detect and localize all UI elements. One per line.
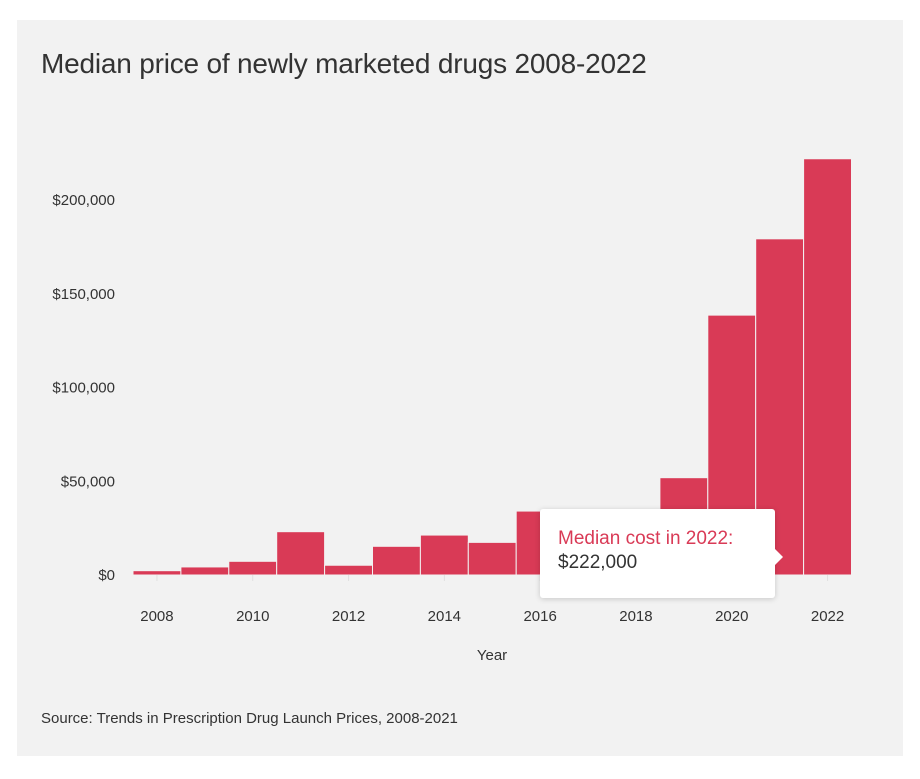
bar-2013[interactable]	[372, 545, 421, 576]
x-tick-label: 2016	[523, 608, 556, 625]
y-tick-label: $100,000	[52, 380, 115, 397]
x-tick-label: 2018	[619, 608, 652, 625]
x-axis: 2008 2010 2012 2014 2016 2018 2020 2022	[140, 575, 844, 625]
y-axis: $0 $50,000 $100,000 $150,000 $200,000	[52, 192, 115, 584]
x-tick-label: 2008	[140, 608, 173, 625]
tooltip-value: $222,000	[558, 552, 638, 573]
bar-chart: $0$50,000$100,000$150,000$200,000 2008 20…	[52, 158, 852, 664]
x-tick-label: 2020	[715, 608, 748, 625]
bar-2010[interactable]	[228, 560, 278, 576]
bar-2015[interactable]	[467, 541, 517, 576]
y-tick-label: $50,000	[61, 473, 115, 490]
x-axis-label: Year	[477, 647, 507, 664]
x-tick-label: 2014	[428, 608, 461, 625]
x-tick-label: 2012	[332, 608, 365, 625]
y-tick-label: $0	[98, 567, 115, 584]
bar-2009[interactable]	[180, 566, 230, 576]
bar-2008[interactable]	[132, 570, 182, 576]
y-tick-label: $150,000	[52, 286, 115, 303]
x-tick-label: 2010	[236, 608, 269, 625]
tooltip-title: Median cost in 2022:	[558, 528, 734, 549]
y-tick-label: $200,000	[52, 192, 115, 209]
chart-title: Median price of newly marketed drugs 200…	[41, 48, 647, 79]
tooltip: Median cost in 2022: $222,000	[540, 509, 783, 598]
source-note: Source: Trends in Prescription Drug Laun…	[41, 710, 458, 727]
bar-2022[interactable]	[803, 158, 852, 576]
chart-panel: Median price of newly marketed drugs 200…	[17, 20, 903, 756]
bar-2011[interactable]	[276, 531, 326, 576]
bar-2012[interactable]	[324, 564, 374, 576]
x-tick-label: 2022	[811, 608, 844, 625]
bar-2014[interactable]	[419, 534, 469, 576]
